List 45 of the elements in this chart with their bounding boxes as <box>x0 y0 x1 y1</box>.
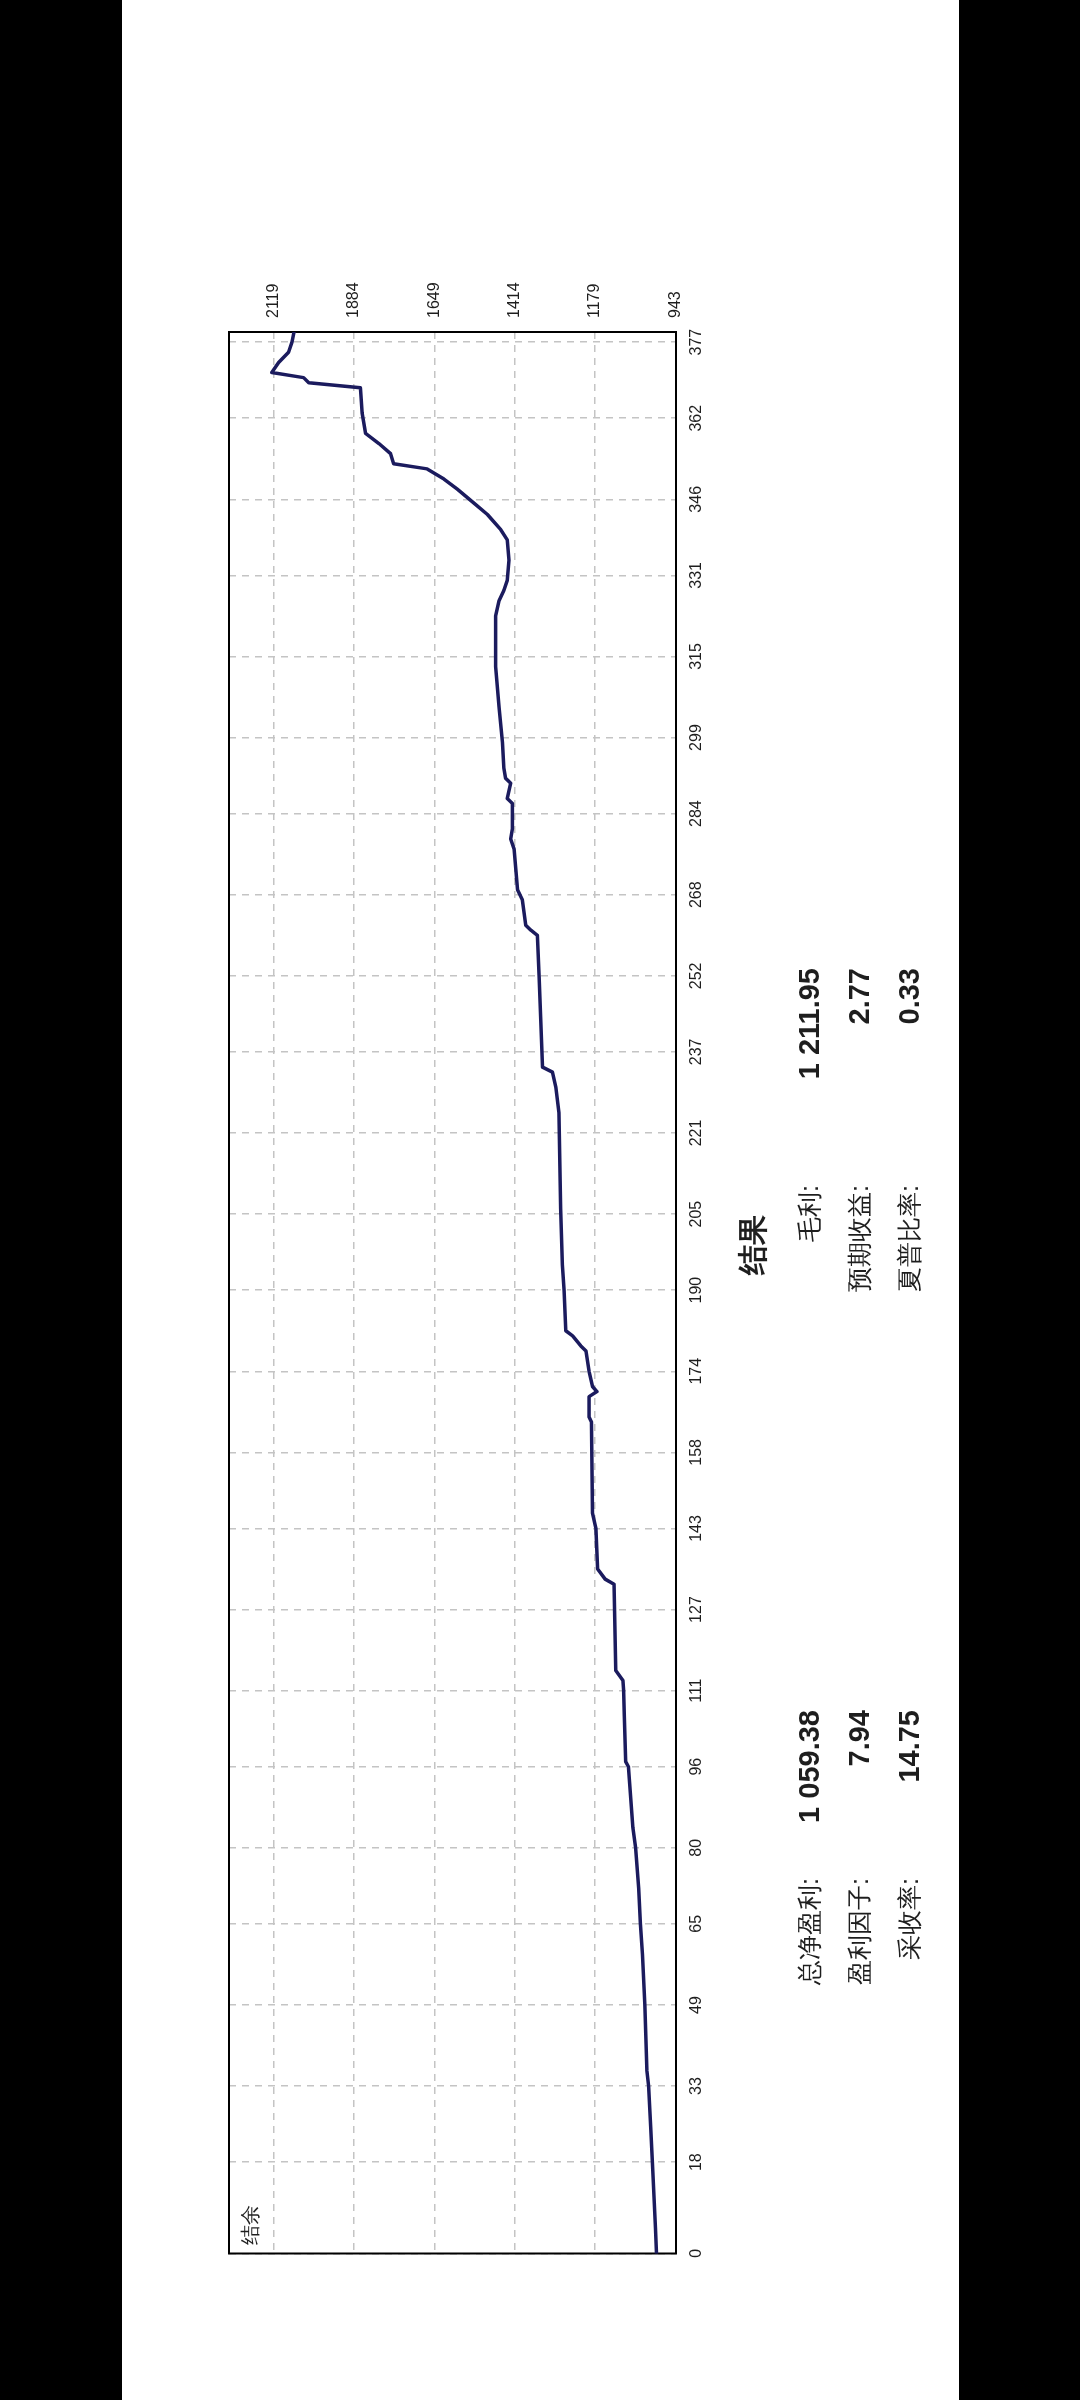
x-tick-label: 2119 <box>263 283 281 318</box>
y-tick-label: 190 <box>686 1276 704 1304</box>
y-tick-label: 96 <box>686 1757 704 1776</box>
text: 14.75 <box>893 1710 925 1783</box>
y-tick-label: 18 <box>686 2153 704 2172</box>
text: 夏普比率: <box>894 1185 924 1292</box>
text: 2.77 <box>843 968 875 1025</box>
x-tick-label: 943 <box>666 291 684 318</box>
y-tick-label: 237 <box>686 1038 704 1066</box>
text: 毛利: <box>794 1185 824 1242</box>
y-tick-label: 127 <box>686 1596 704 1623</box>
y-tick-label: 221 <box>686 1119 704 1147</box>
y-tick-label: 0 <box>686 2248 704 2258</box>
text: 7.94 <box>843 1710 875 1767</box>
text: 总净盈利: <box>794 1878 824 1985</box>
text: 1 211.95 <box>793 968 825 1080</box>
x-tick-label: 1179 <box>585 283 603 318</box>
y-tick-label: 268 <box>686 881 704 909</box>
y-tick-label: 143 <box>686 1514 704 1542</box>
x-tick-label: 1414 <box>505 282 522 318</box>
y-tick-label: 33 <box>686 2077 704 2095</box>
y-tick-label: 158 <box>686 1438 704 1466</box>
y-tick-label: 315 <box>686 643 704 670</box>
y-tick-label: 252 <box>686 962 704 990</box>
text: 采收率: <box>894 1878 924 1960</box>
text: 0.33 <box>893 968 925 1025</box>
y-tick-label: 377 <box>686 328 704 356</box>
y-tick-label: 65 <box>686 1914 704 1933</box>
x-tick-label: 1649 <box>424 282 442 318</box>
y-tick-label: 299 <box>686 724 704 751</box>
annotation: 结余 <box>238 2205 261 2246</box>
y-tick-label: 80 <box>686 1838 704 1857</box>
text: 盈利因子: <box>844 1878 874 1985</box>
y-tick-label: 111 <box>686 1678 704 1703</box>
text: 1 059.38 <box>793 1710 825 1823</box>
text: 预期收益: <box>844 1185 874 1292</box>
y-tick-label: 174 <box>686 1357 704 1385</box>
y-tick-label: 331 <box>686 561 704 589</box>
y-tick-label: 205 <box>686 1200 704 1228</box>
y-tick-label: 284 <box>686 800 704 827</box>
text: 结果 <box>735 1215 770 1275</box>
x-tick-label: 1884 <box>344 282 362 318</box>
y-tick-label: 49 <box>686 1995 704 2014</box>
y-tick-label: 362 <box>686 404 704 432</box>
y-tick-label: 346 <box>686 485 704 513</box>
